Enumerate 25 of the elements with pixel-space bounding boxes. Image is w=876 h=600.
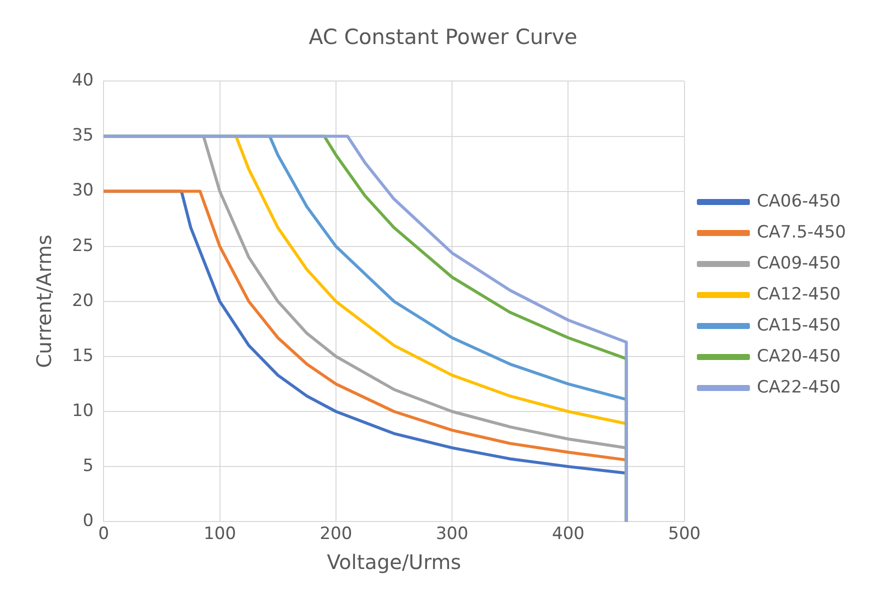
x-tick-label: 0 bbox=[98, 524, 110, 544]
y-axis-title: Current/Arms bbox=[32, 234, 56, 368]
y-tick-label: 15 bbox=[72, 346, 94, 366]
x-axis-title: Voltage/Urms bbox=[326, 550, 462, 574]
x-tick-label: 300 bbox=[436, 524, 468, 544]
x-tick-label: 200 bbox=[320, 524, 352, 544]
y-tick-label: 20 bbox=[72, 290, 94, 311]
y-tick-label: 35 bbox=[72, 126, 94, 146]
y-tick-label: 40 bbox=[72, 70, 94, 91]
y-tick-label: 10 bbox=[72, 400, 94, 421]
x-tick-label: 500 bbox=[668, 524, 701, 544]
y-tick-label: 5 bbox=[82, 456, 94, 476]
y-tick-label: 25 bbox=[72, 236, 94, 256]
legend-label: CA22-450 bbox=[756, 377, 841, 398]
legend-label: CA12-450 bbox=[756, 284, 841, 304]
legend-label: CA15-450 bbox=[756, 315, 841, 336]
y-tick-label: 0 bbox=[82, 511, 94, 532]
legend-label: CA06-450 bbox=[756, 191, 841, 212]
legend-label: CA09-450 bbox=[756, 253, 841, 274]
y-tick-label: 30 bbox=[72, 180, 94, 201]
x-tick-label: 100 bbox=[204, 524, 236, 544]
legend-label: CA20-450 bbox=[756, 346, 841, 366]
chart-title: AC Constant Power Curve bbox=[308, 25, 578, 50]
x-tick-label: 400 bbox=[552, 524, 584, 544]
legend-label: CA7.5-450 bbox=[756, 222, 846, 242]
